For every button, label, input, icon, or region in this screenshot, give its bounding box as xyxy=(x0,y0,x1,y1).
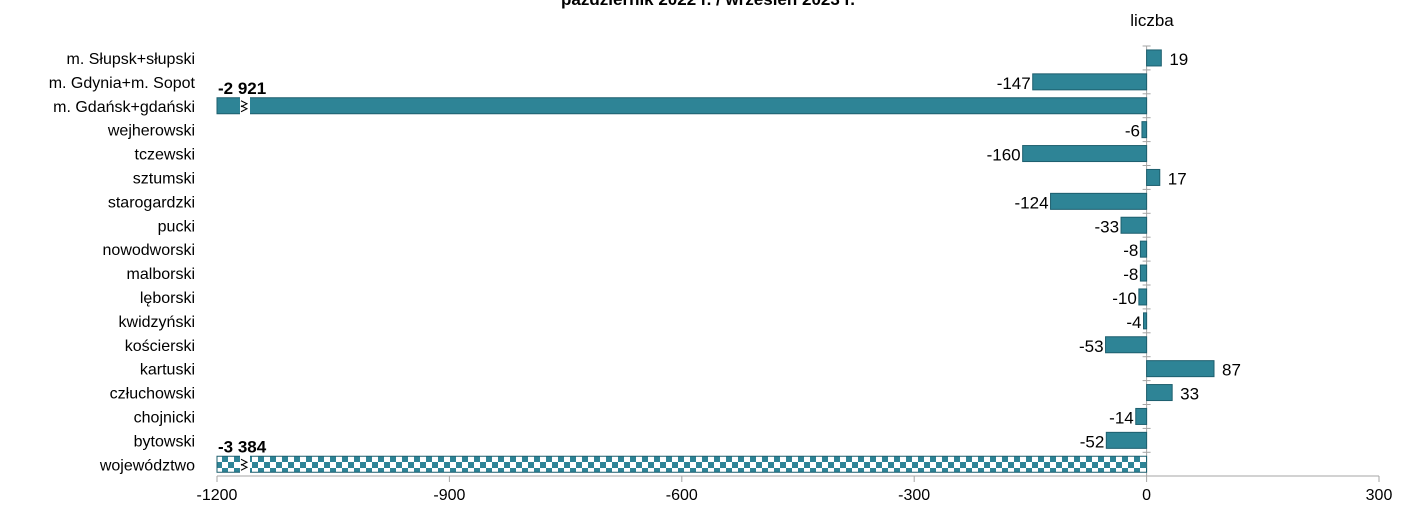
bar xyxy=(1141,121,1148,139)
bar xyxy=(216,455,1148,473)
data-label: -14 xyxy=(1109,408,1134,427)
data-label: -4 xyxy=(1126,313,1141,332)
bar xyxy=(1105,431,1148,449)
category-label: m. Gdańsk+gdański xyxy=(53,99,195,116)
data-label: -8 xyxy=(1123,241,1138,260)
category-label: wejherowski xyxy=(107,123,195,140)
x-tick-label: 0 xyxy=(1142,487,1151,504)
category-label: m. Słupsk+słupski xyxy=(67,51,196,68)
chart-title: październik 2022 r. / wrzesień 2023 r. xyxy=(561,0,855,9)
bar xyxy=(1139,264,1148,282)
data-label: -33 xyxy=(1094,217,1119,236)
data-label: 33 xyxy=(1180,385,1199,404)
bar xyxy=(1032,73,1148,91)
data-label: 87 xyxy=(1222,361,1241,380)
category-label: m. Gdynia+m. Sopot xyxy=(49,75,196,92)
bar xyxy=(1050,192,1148,210)
x-tick-label: -600 xyxy=(666,487,698,504)
bar xyxy=(1120,216,1148,234)
category-label: chojnicki xyxy=(134,409,195,426)
bar xyxy=(1105,336,1148,354)
data-label: -53 xyxy=(1079,337,1104,356)
bar xyxy=(1139,240,1148,258)
category-label: malborski xyxy=(127,266,195,283)
category-label: kwidzyński xyxy=(119,314,195,331)
bar-break-icon xyxy=(240,100,249,113)
data-label: 17 xyxy=(1168,169,1187,188)
category-label: kartuski xyxy=(140,362,195,379)
category-label: województwo xyxy=(99,457,195,474)
data-label: -52 xyxy=(1080,432,1105,451)
bar xyxy=(1146,49,1162,67)
data-label: -124 xyxy=(1015,193,1049,212)
chart-plot-area: m. Słupsk+słupski 19 m. Gdynia+m. Sopot -14… xyxy=(49,45,1393,504)
x-tick-label: 300 xyxy=(1366,487,1393,504)
category-label: tczewski xyxy=(135,147,195,164)
x-tick-label: -300 xyxy=(898,487,930,504)
category-label: człuchowski xyxy=(110,386,195,403)
bar xyxy=(1022,145,1148,163)
bar-break-icon xyxy=(240,458,249,471)
bar xyxy=(1146,360,1215,378)
bar-break-gap xyxy=(240,455,250,474)
category-label: pucki xyxy=(158,218,195,235)
bar xyxy=(216,97,1148,115)
category-label: starogardzki xyxy=(108,194,195,211)
category-label: nowodworski xyxy=(103,242,195,259)
bar xyxy=(1146,384,1173,402)
bar xyxy=(1143,312,1148,330)
data-label: -10 xyxy=(1112,289,1137,308)
category-label: lęborski xyxy=(140,290,195,307)
category-label: kościerski xyxy=(125,338,195,355)
data-label: -147 xyxy=(997,74,1031,93)
data-label: -8 xyxy=(1123,265,1138,284)
data-label: -2 921 xyxy=(218,79,266,98)
bar xyxy=(1138,288,1148,306)
data-label: -160 xyxy=(987,146,1021,165)
bar xyxy=(1135,407,1148,425)
unit-label: liczba xyxy=(1130,11,1174,30)
category-label: sztumski xyxy=(133,170,195,187)
bar xyxy=(1146,168,1161,186)
x-tick-label: -900 xyxy=(433,487,465,504)
data-label: -6 xyxy=(1125,122,1140,141)
x-tick-label: -1200 xyxy=(197,487,238,504)
category-label: bytowski xyxy=(134,433,195,450)
data-label: -3 384 xyxy=(218,437,267,456)
bar-break-gap xyxy=(240,96,250,115)
data-label: 19 xyxy=(1169,50,1188,69)
